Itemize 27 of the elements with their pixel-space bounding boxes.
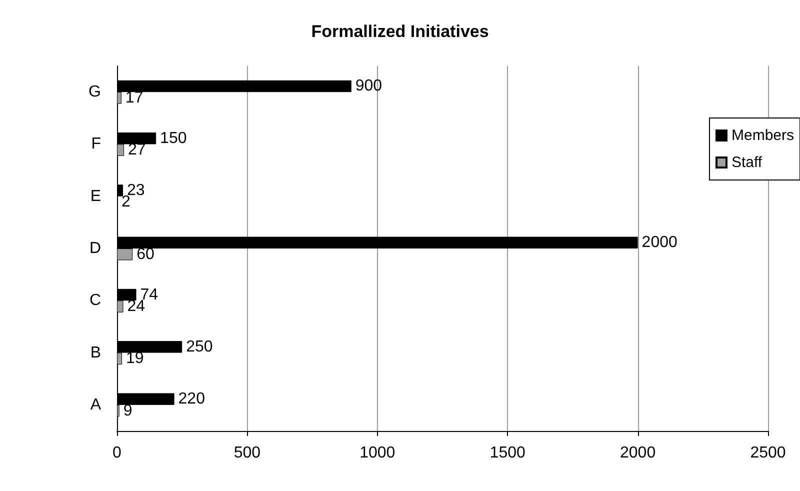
- x-tick-label: 0: [112, 444, 122, 462]
- y-tick-label: G: [88, 84, 101, 101]
- data-label: 60: [136, 246, 155, 263]
- legend-label: Members: [731, 127, 794, 144]
- y-tick-label: D: [89, 240, 101, 257]
- data-label: 17: [125, 89, 144, 106]
- data-label: 9: [123, 402, 132, 420]
- data-label: 2000: [642, 234, 678, 252]
- data-label: 900: [355, 78, 382, 95]
- y-tick-label: E: [90, 188, 101, 205]
- y-tick-label: C: [89, 292, 101, 310]
- data-label: 2: [122, 194, 131, 211]
- x-tick-label: 500: [234, 444, 261, 462]
- y-tick-label: A: [90, 396, 102, 414]
- y-tick-label: F: [91, 136, 102, 153]
- data-label: 250: [186, 338, 213, 356]
- y-tick-label: B: [90, 344, 101, 362]
- x-tick-label: 2500: [750, 444, 786, 462]
- chart-title: Formallized Initiatives: [311, 22, 489, 41]
- data-label: 220: [178, 390, 206, 408]
- data-label: 150: [160, 130, 187, 147]
- x-tick-label: 1000: [360, 444, 396, 462]
- data-label: 19: [126, 350, 144, 368]
- x-tick-label: 1500: [490, 444, 526, 462]
- legend-label: Staff: [731, 154, 763, 171]
- data-label: 24: [127, 298, 146, 316]
- x-tick-label: 2000: [620, 444, 656, 462]
